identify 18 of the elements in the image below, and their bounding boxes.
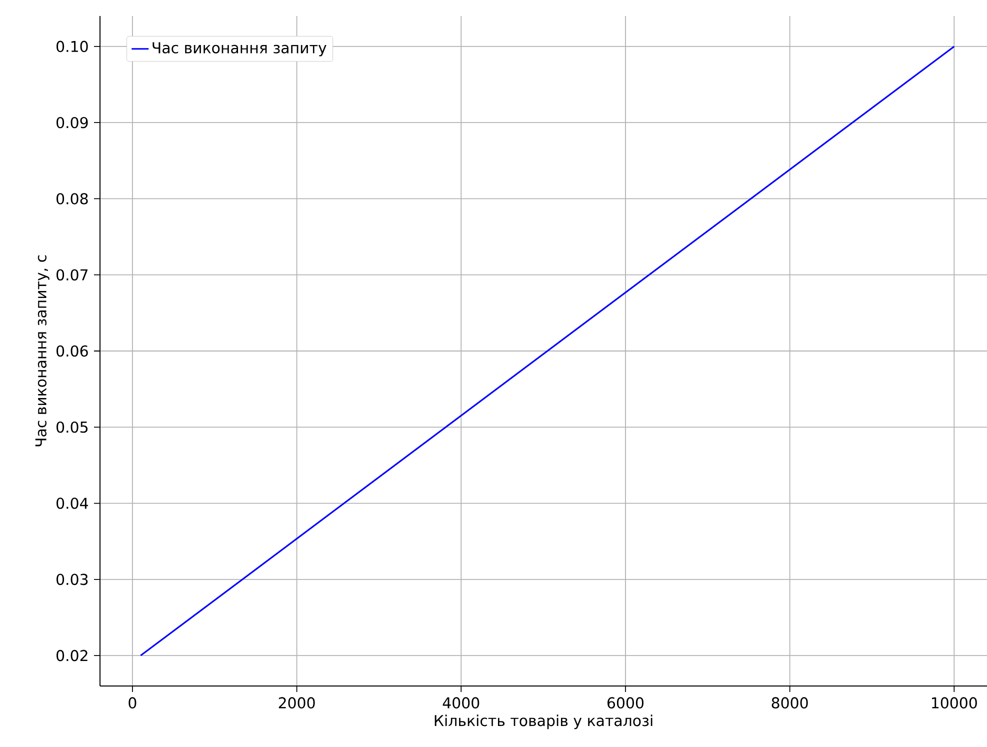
y-tick-label: 0.03 bbox=[56, 574, 88, 586]
y-tick-label: 0.02 bbox=[56, 650, 88, 662]
x-tick-label: 0 bbox=[128, 697, 136, 708]
y-tick-label: 0.08 bbox=[56, 193, 88, 204]
y-tick-label: 0.07 bbox=[56, 269, 88, 281]
x-tick-label: 8000 bbox=[772, 697, 808, 708]
y-tick-label: 0.09 bbox=[56, 116, 88, 128]
y-axis-title: Час виконання запиту, с bbox=[35, 255, 50, 446]
x-tick-label: 10000 bbox=[932, 697, 977, 708]
y-tick-label: 0.04 bbox=[56, 498, 88, 509]
y-tick-label: 0.10 bbox=[56, 40, 88, 52]
x-tick-label: 6000 bbox=[608, 697, 644, 708]
y-tick-label: 0.05 bbox=[56, 421, 88, 433]
y-tick-label: 0.06 bbox=[56, 345, 88, 357]
x-tick-label: 2000 bbox=[278, 697, 315, 708]
x-tick-label: 4000 bbox=[442, 697, 480, 708]
x-axis-title: Кількість товарів у каталозі bbox=[434, 714, 652, 730]
legend-label: Час виконання запиту bbox=[152, 42, 326, 56]
